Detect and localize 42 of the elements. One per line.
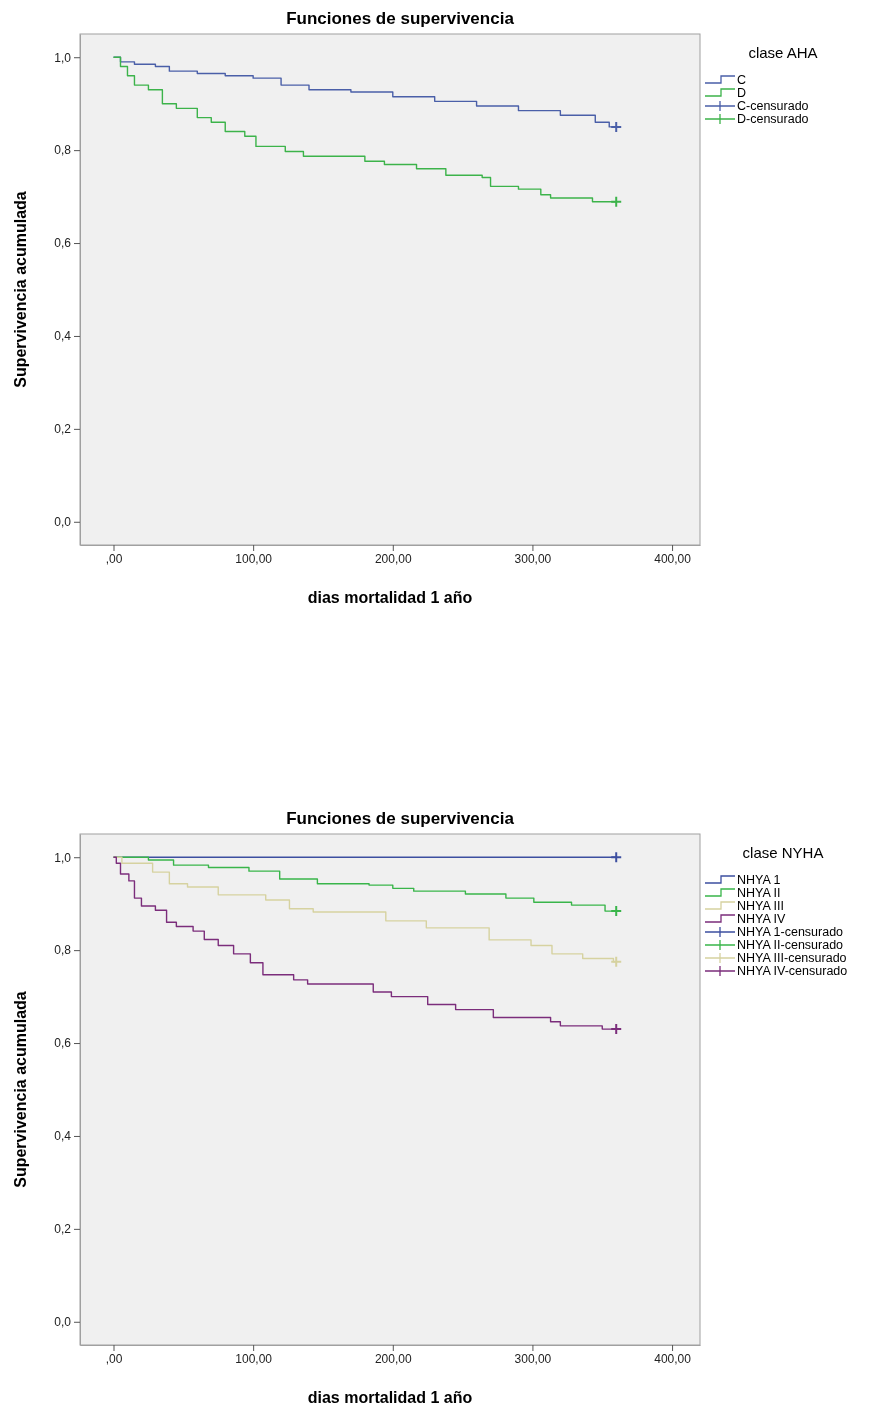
y-tick-label: 1,0 xyxy=(54,50,72,65)
legend-label: NHYA IV xyxy=(737,912,787,926)
x-tick-label: 400,00 xyxy=(654,1351,692,1366)
y-tick-label: 0,6 xyxy=(54,1036,72,1051)
y-tick-label: 0,4 xyxy=(54,329,72,344)
y-tick-label: 0,4 xyxy=(54,1129,72,1144)
legend-label: NHYA II xyxy=(737,886,781,900)
legend-label: NHYA 1 xyxy=(737,873,781,887)
y-tick-label: 0,8 xyxy=(54,943,72,958)
y-tick-label: 0,2 xyxy=(54,1222,72,1237)
legend-title: clase NYHA xyxy=(742,844,824,861)
x-tick-label: 400,00 xyxy=(654,551,692,566)
x-tick-label: 300,00 xyxy=(514,1351,552,1366)
legend-label: C-censurado xyxy=(737,99,809,113)
legend-label: C xyxy=(737,73,747,87)
y-tick-label: 1,0 xyxy=(54,850,72,865)
x-axis-title: dias mortalidad 1 año xyxy=(307,1389,473,1405)
y-tick-label: 0,0 xyxy=(54,1315,72,1330)
x-tick-label: 200,00 xyxy=(374,551,412,566)
y-tick-label: 0,0 xyxy=(54,515,72,530)
legend-label: NHYA IV-censurado xyxy=(737,964,848,978)
x-axis-title: dias mortalidad 1 año xyxy=(307,589,473,606)
y-tick-label: 0,2 xyxy=(54,422,72,437)
y-axis-title: Supervivencia acumulada xyxy=(12,191,29,388)
x-tick-label: 200,00 xyxy=(374,1351,412,1366)
legend-label: NHYA III-censurado xyxy=(737,951,847,965)
x-tick-label: 100,00 xyxy=(235,1351,273,1366)
chart-title: Funciones de supervivencia xyxy=(286,9,515,28)
legend-title: clase AHA xyxy=(748,44,818,61)
x-tick-label: 300,00 xyxy=(514,551,552,566)
chart-title: Funciones de supervivencia xyxy=(286,809,515,828)
x-tick-label: ,00 xyxy=(105,1351,123,1366)
legend-label: NHYA 1-censurado xyxy=(737,925,844,939)
x-tick-label: ,00 xyxy=(105,551,123,566)
legend-label: D xyxy=(737,86,747,100)
x-tick-label: 100,00 xyxy=(235,551,273,566)
y-axis-title: Supervivencia acumulada xyxy=(12,991,29,1188)
y-tick-label: 0,6 xyxy=(54,236,72,251)
legend-label: NHYA II-censurado xyxy=(737,938,844,952)
legend-label: D-censurado xyxy=(737,112,809,126)
legend-label: NHYA III xyxy=(737,899,785,913)
y-tick-label: 0,8 xyxy=(54,143,72,158)
